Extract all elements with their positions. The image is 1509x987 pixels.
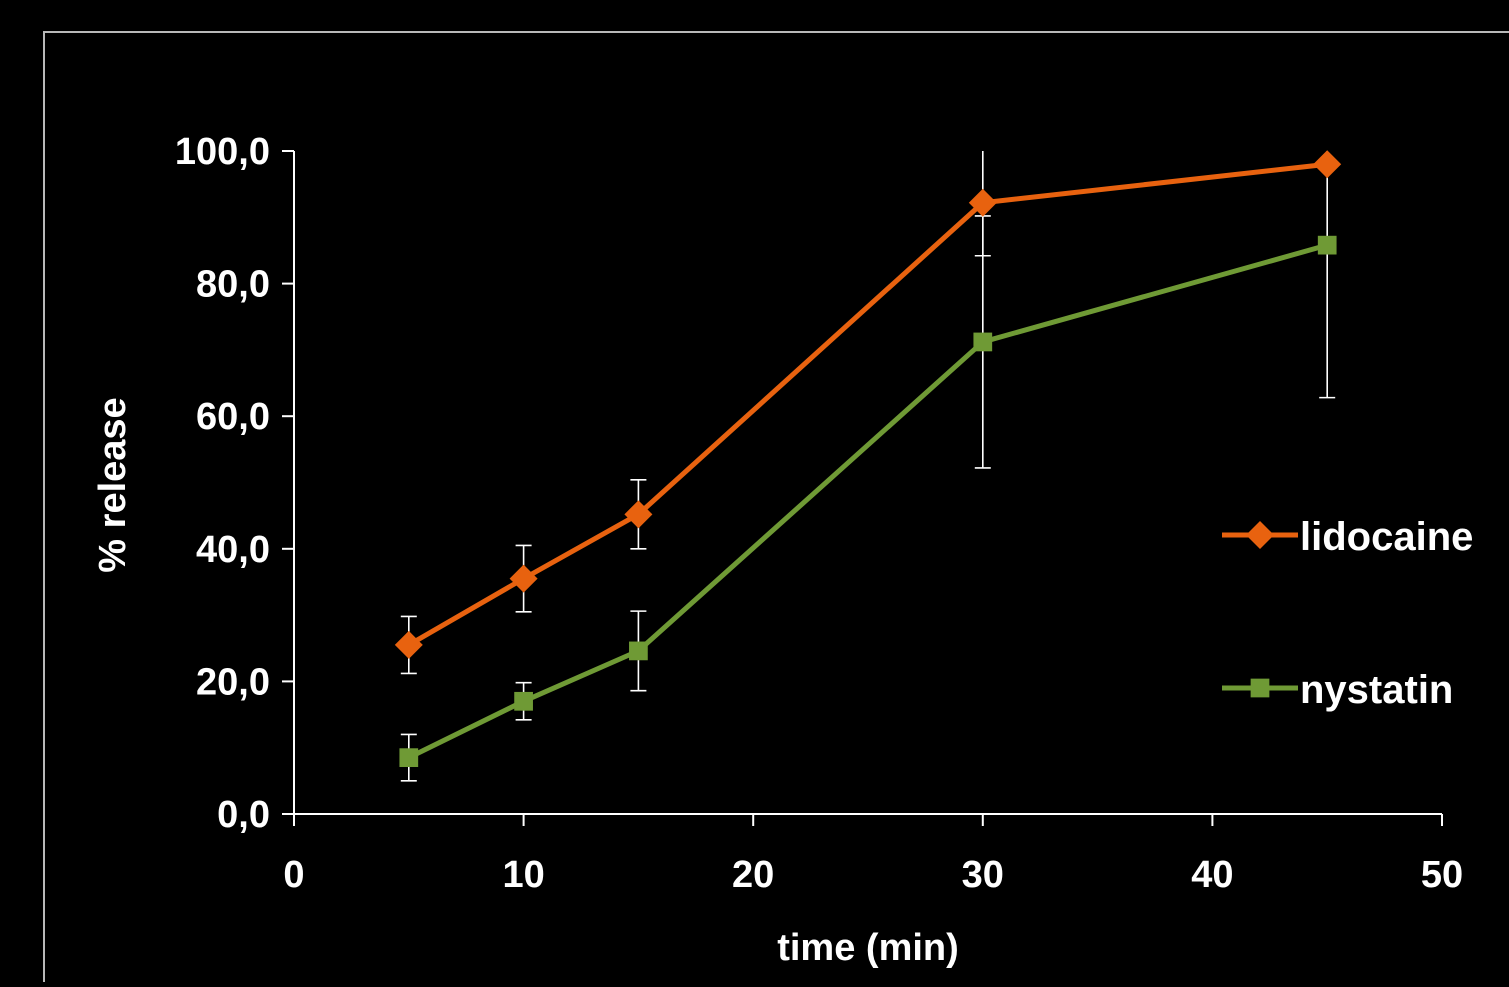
series-markers — [394, 150, 1342, 768]
y-tick-label: 100,0 — [175, 131, 270, 173]
nystatin-point — [514, 691, 533, 711]
x-tick-label: 50 — [1421, 854, 1463, 896]
legend: lidocaine nystatin — [1222, 515, 1473, 712]
x-tick-label: 20 — [732, 854, 774, 896]
legend-lidocaine-swatch-marker — [1246, 521, 1274, 549]
x-axis-title: time (min) — [777, 927, 959, 969]
lidocaine-point — [509, 564, 538, 593]
legend-nystatin-swatch-marker — [1250, 678, 1270, 698]
lidocaine-point — [624, 500, 653, 529]
y-tick-label: 60,0 — [196, 396, 270, 438]
y-tick-label: 20,0 — [196, 661, 270, 703]
lidocaine-point — [968, 188, 997, 217]
x-tick-label: 10 — [502, 854, 544, 896]
y-tick-label: 80,0 — [196, 264, 270, 306]
nystatin-point — [629, 641, 648, 661]
lidocaine-point — [1313, 150, 1342, 179]
legend-lidocaine-label: lidocaine — [1300, 515, 1473, 559]
nystatin-point — [399, 748, 419, 768]
lidocaine-line — [407, 161, 1328, 648]
y-tick-label: 0,0 — [217, 794, 270, 836]
x-tick-label: 40 — [1191, 854, 1233, 896]
axes: 0,0 20,0 40,0 60,0 80,0 100,0 0 10 20 30 40 50 — [175, 131, 1463, 896]
y-axis-title: % release — [92, 397, 134, 572]
x-tick-label: 30 — [962, 854, 1004, 896]
nystatin-line — [407, 242, 1328, 760]
error-bars — [400, 151, 1336, 782]
nystatin-point — [973, 332, 993, 352]
series-lines — [407, 161, 1328, 760]
legend-nystatin-label: nystatin — [1300, 668, 1453, 712]
frame-border — [43, 31, 1509, 987]
y-tick-label: 40,0 — [196, 529, 270, 571]
x-tick-label: 0 — [283, 854, 304, 896]
nystatin-point — [1317, 235, 1337, 255]
lidocaine-point — [394, 630, 423, 659]
